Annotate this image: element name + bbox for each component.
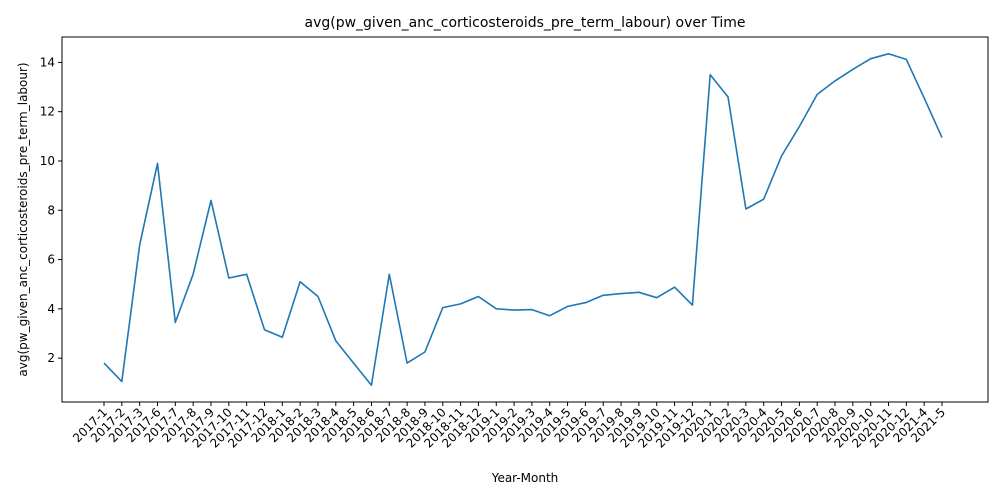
series-line	[103, 53, 943, 386]
y-tick-label: 10	[40, 154, 55, 168]
y-tick-label: 14	[40, 55, 55, 69]
chart-title: avg(pw_given_anc_corticosteroids_pre_ter…	[305, 15, 746, 31]
plot-area-frame	[61, 36, 989, 403]
y-tick-label: 8	[47, 203, 55, 217]
y-tick-label: 12	[40, 105, 55, 119]
y-axis: 2 4 6 8 10 12 14	[40, 55, 62, 365]
y-axis-label: avg(pw_given_anc_corticosteroids_pre_ter…	[16, 62, 30, 376]
x-axis-label: Year-Month	[491, 471, 559, 485]
y-tick-label: 6	[47, 253, 55, 267]
y-tick-label: 4	[47, 302, 55, 316]
y-tick-label: 2	[47, 351, 55, 365]
